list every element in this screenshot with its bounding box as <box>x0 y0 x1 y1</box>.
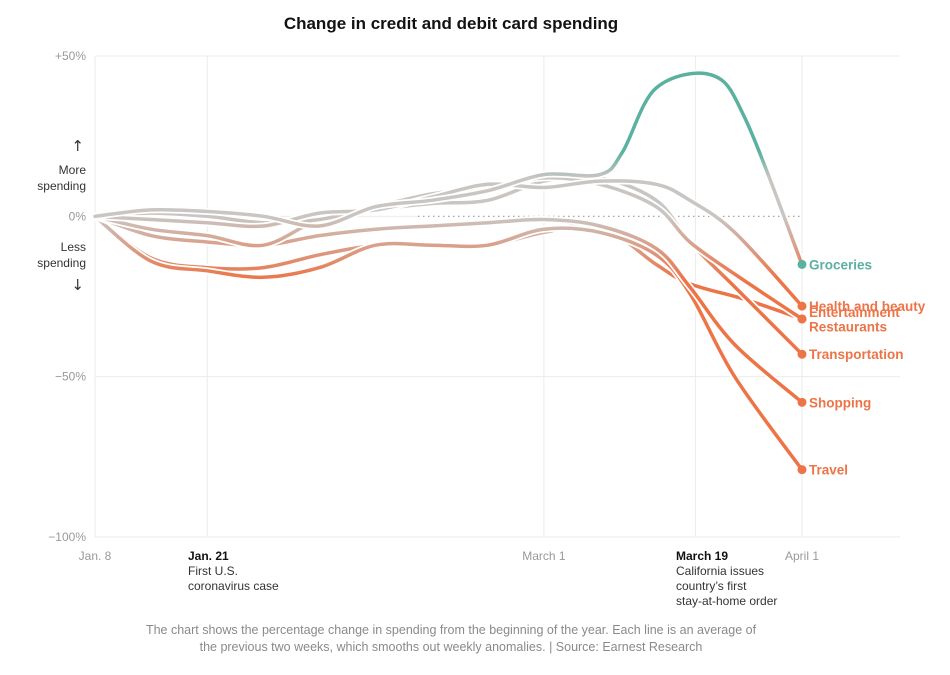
annotation-line: country’s first <box>676 579 747 593</box>
series-label: Health and beauty <box>809 299 926 314</box>
footnote-line-2: the previous two weeks, which smooths ou… <box>200 640 703 654</box>
series-label-line: Transportation <box>809 347 904 362</box>
less-spending-label: Less <box>61 240 86 254</box>
series-label-line: Travel <box>809 463 848 478</box>
x-tick-label: April 1 <box>785 549 819 563</box>
less-spending-label-2: spending <box>37 256 86 270</box>
annotation-line: First U.S. <box>188 564 238 578</box>
series-end-point <box>797 301 807 311</box>
series-end-point <box>797 259 807 269</box>
series-line-shopping <box>93 214 804 405</box>
series-end-point <box>797 397 807 407</box>
annotation-line: coronavirus case <box>188 579 279 593</box>
series-line-groceries <box>93 71 804 267</box>
series-label-line: Groceries <box>809 257 872 272</box>
series-label: Groceries <box>809 257 872 272</box>
y-tick-label: −100% <box>48 530 86 544</box>
series-line-halo <box>91 212 806 474</box>
footnote-line-1: The chart shows the percentage change in… <box>146 623 757 637</box>
axis-notes: ↑ More spending Less spending ↓ <box>37 137 86 294</box>
series-label-line: Restaurants <box>809 319 887 334</box>
down-arrow-icon: ↓ <box>71 276 84 294</box>
series-end-point <box>797 314 807 324</box>
annotation-line: Jan. 21 <box>188 549 229 563</box>
annotation-line: stay-at-home order <box>676 594 777 608</box>
annotation-line: California issues <box>676 564 764 578</box>
series-label-line: Shopping <box>809 395 871 410</box>
series-lines <box>91 69 806 474</box>
series-line-travel <box>93 214 804 472</box>
chart-title: Change in credit and debit card spending <box>284 14 618 33</box>
series-label-line: Health and beauty <box>809 299 926 314</box>
series-label: Transportation <box>809 347 904 362</box>
more-spending-label-2: spending <box>37 179 86 193</box>
more-spending-label: More <box>59 163 87 177</box>
series-end-point <box>797 465 807 475</box>
series-label-line: Entertainment <box>809 305 900 320</box>
y-tick-label: +50% <box>55 49 86 63</box>
x-tick-label: Jan. 8 <box>79 549 112 563</box>
series-label: Shopping <box>809 395 871 410</box>
series-label: Travel <box>809 463 848 478</box>
series-end-point <box>797 349 807 359</box>
annotation-line: March 1 <box>522 549 566 563</box>
up-arrow-icon: ↑ <box>71 137 84 155</box>
annotation-line: March 19 <box>676 549 728 563</box>
y-tick-label: −50% <box>55 370 86 384</box>
series-line-health-and-beauty <box>93 179 804 308</box>
series-label: Entertainment Restaurants <box>809 305 900 335</box>
y-tick-label: 0% <box>69 209 87 223</box>
